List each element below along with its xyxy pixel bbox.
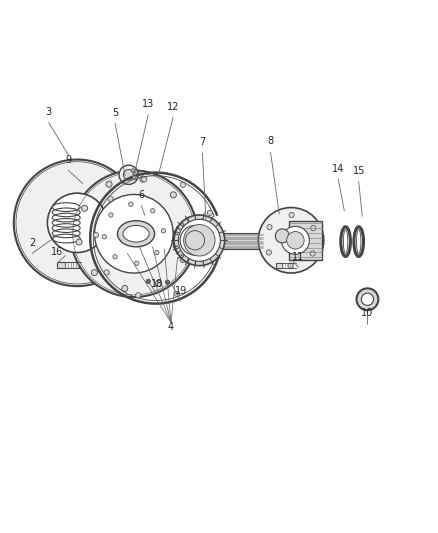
Circle shape: [155, 280, 162, 286]
Circle shape: [310, 251, 315, 256]
Circle shape: [170, 192, 177, 198]
Circle shape: [258, 207, 324, 273]
Text: 18: 18: [151, 279, 163, 289]
Text: 15: 15: [353, 166, 365, 176]
Bar: [276, 263, 283, 268]
Circle shape: [134, 261, 139, 265]
Circle shape: [124, 169, 134, 180]
Ellipse shape: [117, 221, 155, 247]
Circle shape: [151, 208, 155, 213]
Circle shape: [146, 279, 150, 284]
Circle shape: [180, 182, 185, 188]
Circle shape: [106, 181, 112, 187]
Circle shape: [133, 172, 136, 175]
Circle shape: [178, 220, 220, 261]
Circle shape: [133, 175, 136, 179]
Circle shape: [108, 196, 113, 201]
Circle shape: [282, 227, 309, 254]
Circle shape: [109, 213, 113, 217]
Circle shape: [93, 232, 99, 238]
Text: 9: 9: [65, 155, 71, 165]
Circle shape: [174, 215, 225, 265]
Circle shape: [113, 255, 117, 259]
Circle shape: [119, 165, 138, 184]
Circle shape: [180, 256, 186, 262]
Text: 16: 16: [51, 247, 64, 257]
Circle shape: [185, 231, 205, 250]
Circle shape: [311, 225, 316, 231]
Circle shape: [266, 250, 272, 255]
Text: 8: 8: [268, 136, 274, 147]
Circle shape: [71, 171, 197, 297]
Text: 11: 11: [292, 252, 304, 262]
Circle shape: [81, 205, 88, 211]
Circle shape: [186, 222, 192, 229]
Text: 13: 13: [142, 99, 154, 109]
Circle shape: [155, 251, 159, 255]
Circle shape: [104, 270, 110, 275]
Text: 2: 2: [29, 238, 35, 248]
Text: 4: 4: [168, 322, 174, 333]
Circle shape: [288, 263, 293, 268]
Circle shape: [174, 292, 180, 296]
Text: 14: 14: [332, 164, 344, 174]
Circle shape: [122, 285, 128, 292]
Circle shape: [129, 202, 133, 206]
Ellipse shape: [123, 225, 149, 242]
Circle shape: [91, 270, 97, 276]
Circle shape: [165, 280, 170, 285]
Circle shape: [95, 195, 173, 273]
Bar: [188, 233, 263, 249]
Bar: [57, 262, 65, 268]
Circle shape: [207, 210, 212, 215]
Circle shape: [141, 177, 147, 182]
Circle shape: [140, 176, 146, 182]
Circle shape: [276, 229, 289, 243]
Circle shape: [47, 193, 107, 253]
Circle shape: [102, 235, 106, 239]
Circle shape: [287, 231, 304, 249]
Text: 12: 12: [167, 101, 179, 111]
Text: 19: 19: [175, 286, 187, 296]
Text: 6: 6: [138, 190, 145, 200]
Text: 7: 7: [199, 138, 205, 147]
Text: 10: 10: [361, 309, 374, 318]
Circle shape: [357, 288, 378, 310]
Circle shape: [14, 159, 141, 286]
Circle shape: [184, 224, 215, 256]
Circle shape: [289, 212, 294, 217]
Bar: [289, 221, 321, 260]
Circle shape: [76, 239, 82, 245]
Circle shape: [173, 219, 217, 262]
Circle shape: [180, 225, 210, 255]
Circle shape: [267, 224, 272, 230]
Circle shape: [161, 229, 166, 233]
Text: 3: 3: [46, 107, 52, 117]
Circle shape: [131, 168, 134, 172]
Circle shape: [136, 293, 141, 298]
Circle shape: [361, 293, 374, 305]
Text: 5: 5: [112, 108, 118, 118]
